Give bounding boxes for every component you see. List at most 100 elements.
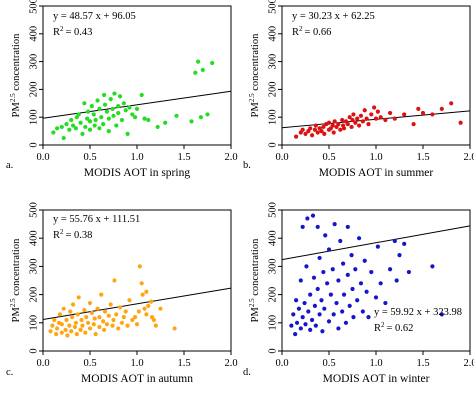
- data-point: [83, 330, 88, 335]
- data-point: [70, 315, 75, 320]
- data-point: [198, 115, 204, 120]
- y-tick-label: 500: [268, 202, 279, 218]
- data-point: [144, 289, 149, 294]
- x-tick-label: 1.0: [130, 152, 143, 163]
- panel-c: 0 100 200 300 400 500 0.0 0.5 1.0 1.5 2.0 y = 55.7…: [6, 202, 238, 385]
- data-point: [155, 124, 160, 130]
- data-point: [200, 67, 205, 73]
- panel-label: c.: [6, 367, 13, 378]
- x-tick-label: 0.0: [36, 152, 49, 163]
- data-point: [430, 112, 435, 117]
- data-point: [322, 131, 327, 136]
- r-squared: R2 = 0.43: [53, 25, 92, 38]
- data-point: [158, 306, 163, 311]
- y-tick-label: 400: [29, 26, 40, 42]
- y-tick-label: 100: [268, 315, 279, 331]
- data-point: [86, 320, 91, 325]
- data-point: [353, 267, 358, 272]
- data-point: [134, 106, 140, 111]
- data-point: [350, 286, 355, 292]
- data-point: [54, 331, 59, 337]
- y-tick-label: 0: [29, 142, 40, 147]
- x-tick-label: 2.0: [224, 152, 237, 163]
- data-point: [134, 322, 140, 327]
- data-point: [358, 113, 364, 118]
- data-point: [102, 102, 108, 107]
- y-axis-label: PM2.5 concentration: [9, 238, 22, 322]
- panel-label: a.: [6, 160, 13, 171]
- panel-b: 0 100 200 300 400 500 0.0 0.5 1.0 1.5 2.0 y = 30.2…: [243, 0, 474, 179]
- data-point: [366, 315, 371, 320]
- x-tick-label: 2.0: [463, 152, 474, 163]
- data-point: [345, 272, 350, 277]
- x-tick-label: 1.0: [369, 152, 382, 163]
- data-point: [397, 253, 402, 258]
- data-point: [153, 323, 158, 328]
- data-point: [91, 322, 96, 327]
- data-point: [130, 112, 135, 117]
- data-point: [326, 247, 332, 252]
- data-point: [127, 105, 132, 110]
- x-tick-label: 2.0: [224, 358, 237, 369]
- data-point: [350, 117, 355, 123]
- data-point: [356, 236, 362, 241]
- data-point: [111, 113, 116, 118]
- x-axis-label: MODIS AOT in winter: [323, 373, 430, 385]
- data-point: [127, 298, 132, 303]
- data-point: [102, 92, 107, 98]
- data-point: [79, 317, 84, 323]
- data-point: [298, 278, 303, 283]
- data-point: [313, 323, 318, 328]
- data-point: [52, 317, 57, 323]
- data-point: [332, 119, 337, 124]
- data-point: [351, 112, 356, 117]
- data-point: [64, 122, 69, 127]
- data-point: [312, 303, 317, 308]
- data-point: [104, 322, 110, 327]
- data-point: [93, 331, 98, 337]
- data-point: [373, 116, 379, 121]
- y-tick-label: 300: [29, 54, 40, 70]
- data-point: [330, 123, 335, 128]
- data-point: [119, 320, 125, 325]
- data-point: [74, 331, 79, 337]
- data-point: [330, 267, 335, 272]
- x-tick-label: 1.5: [416, 358, 429, 369]
- data-point: [149, 299, 154, 304]
- data-point: [402, 112, 407, 117]
- y-tick-label: 500: [268, 0, 279, 14]
- data-point: [142, 116, 147, 121]
- panel-a: 0 100 200 300 400 500 0.0 0.5 1.0 1.5 2.0 y = 48.5…: [6, 0, 238, 179]
- data-point: [375, 244, 380, 249]
- data-point: [125, 323, 130, 328]
- data-point: [336, 122, 341, 127]
- y-tick-label: 400: [268, 26, 279, 42]
- data-point: [76, 112, 81, 117]
- regression-equation: y = 30.23 x + 62.25: [292, 11, 375, 22]
- data-point: [61, 306, 66, 311]
- data-point: [69, 117, 74, 123]
- x-axis-label: MODIS AOT in spring: [84, 167, 190, 179]
- data-point: [63, 327, 68, 332]
- data-point: [392, 238, 397, 244]
- data-point: [430, 264, 435, 269]
- x-tick-label: 1.5: [416, 152, 429, 163]
- data-point: [449, 101, 454, 106]
- data-point: [139, 281, 144, 286]
- data-point: [304, 264, 309, 269]
- y-tick-label: 200: [29, 287, 40, 303]
- data-point: [80, 323, 85, 328]
- data-point: [189, 119, 194, 124]
- data-point: [306, 309, 311, 314]
- data-point: [151, 317, 157, 323]
- data-point: [87, 300, 93, 306]
- data-point: [144, 312, 149, 317]
- data-point: [59, 322, 64, 327]
- data-point: [308, 126, 313, 131]
- data-point: [125, 131, 130, 136]
- data-point: [317, 312, 322, 317]
- data-point: [67, 323, 72, 328]
- panel-d: 0 100 200 300 400 500 0.0 0.5 1.0 1.5 2.0 y = 59.9…: [243, 202, 474, 385]
- y-axis-label: PM2.5 concentration: [248, 238, 261, 322]
- regression-line: [281, 225, 471, 261]
